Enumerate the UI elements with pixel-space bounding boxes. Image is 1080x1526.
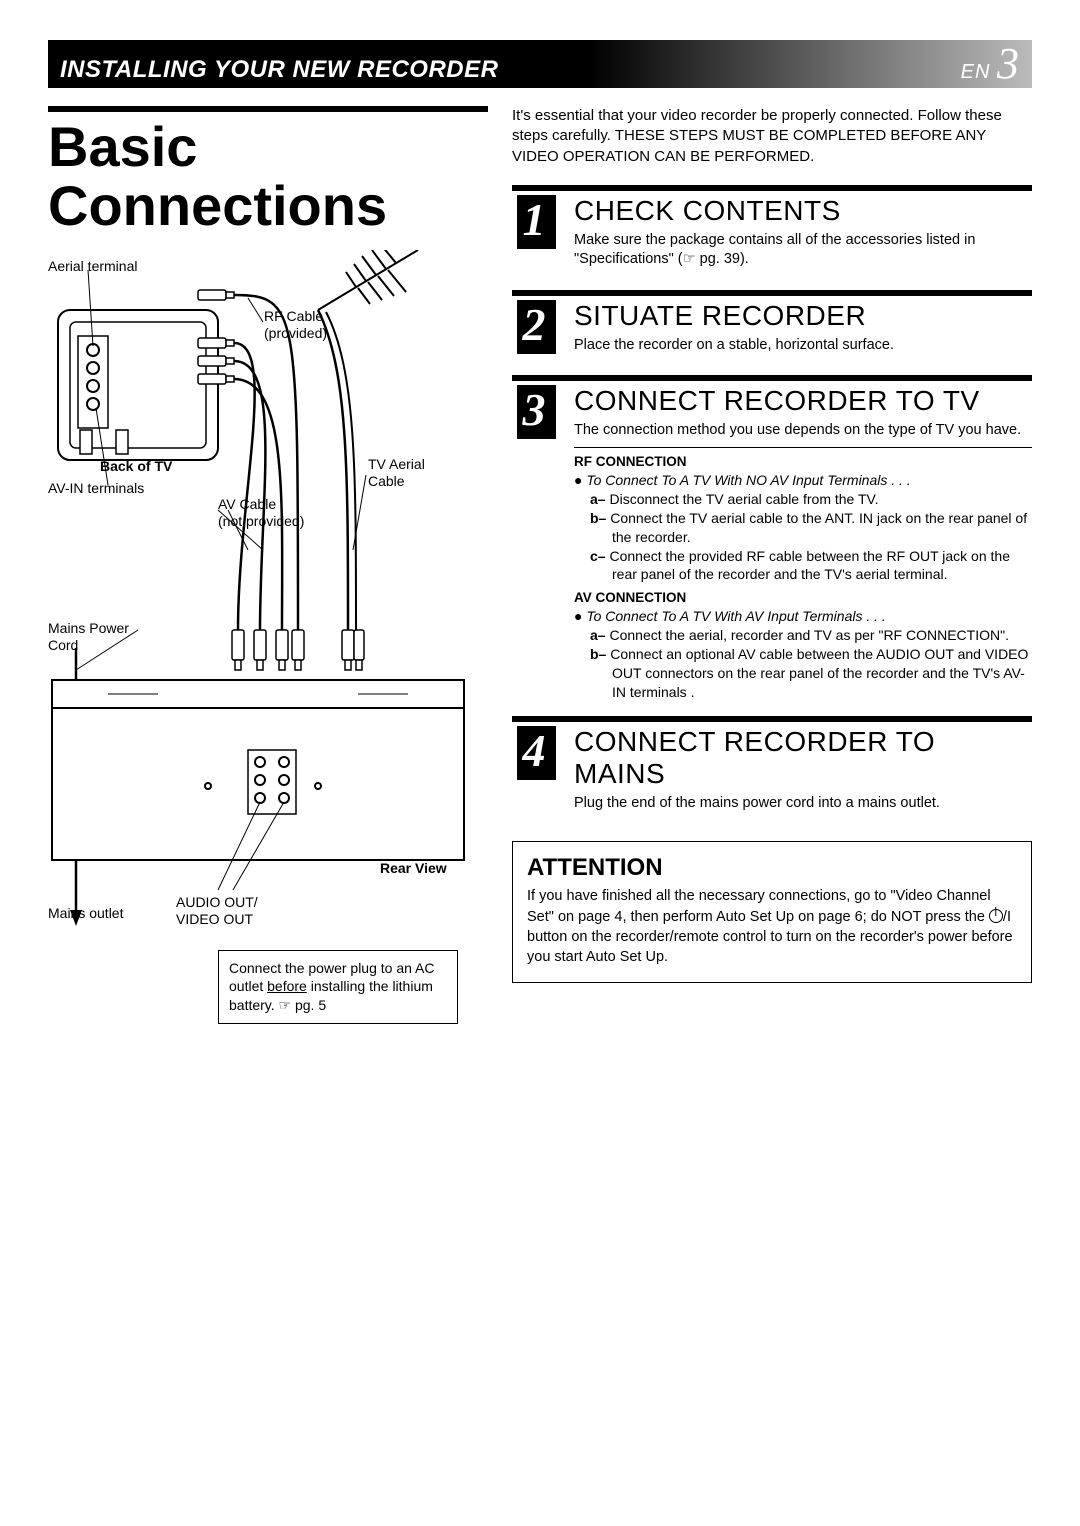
header-page: EN 3	[961, 46, 1020, 84]
connection-diagram	[48, 250, 468, 950]
power-icon	[989, 909, 1003, 923]
conn-lead: ● To Connect To A TV With AV Input Termi…	[574, 607, 1032, 626]
arrow-down-icon	[70, 910, 82, 926]
left-column: Basic Connections Aerial terminal RF Cab…	[48, 106, 488, 1080]
content-columns: Basic Connections Aerial terminal RF Cab…	[48, 106, 1032, 1080]
conn-item: a– Disconnect the TV aerial cable from t…	[574, 490, 1032, 509]
step-1: 1 CHECK CONTENTS Make sure the package c…	[512, 195, 1032, 276]
step-4: 4 CONNECT RECORDER TO MAINS Plug the end…	[512, 726, 1032, 820]
conn-item: c– Connect the provided RF cable between…	[574, 547, 1032, 585]
av-connection-list: ● To Connect To A TV With AV Input Termi…	[574, 607, 1032, 701]
step-title: CONNECT RECORDER TO MAINS	[574, 726, 1032, 790]
step-number: 4	[512, 726, 560, 820]
step-number: 3	[512, 385, 560, 701]
conn-lead: ● To Connect To A TV With NO AV Input Te…	[574, 471, 1032, 490]
step-desc: Plug the end of the mains power cord int…	[574, 794, 1032, 814]
header-pagenum: 3	[997, 39, 1020, 88]
step-number: 1	[512, 195, 560, 276]
power-plug-note: Connect the power plug to an AC outlet b…	[218, 950, 458, 1025]
step-title: SITUATE RECORDER	[574, 300, 1032, 332]
diagram-area: Aerial terminal RF Cable (provided) Back…	[48, 250, 468, 1080]
rf-connection-list: ● To Connect To A TV With NO AV Input Te…	[574, 471, 1032, 584]
step-number: 2	[512, 300, 560, 362]
attention-title: ATTENTION	[527, 854, 1017, 882]
conn-item: b– Connect an optional AV cable between …	[574, 645, 1032, 702]
rule	[574, 447, 1032, 448]
av-connection-title: AV CONNECTION	[574, 590, 1032, 605]
rule-thick	[48, 106, 488, 112]
step-title: CONNECT RECORDER TO TV	[574, 385, 1032, 417]
attention-text: If you have finished all the necessary c…	[527, 886, 1017, 967]
header-title: INSTALLING YOUR NEW RECORDER	[60, 56, 498, 84]
step-desc: The connection method you use depends on…	[574, 421, 1032, 441]
note-text: Connect the power plug to an AC outlet b…	[229, 960, 434, 1014]
conn-item: a– Connect the aerial, recorder and TV a…	[574, 626, 1032, 645]
step-desc: Place the recorder on a stable, horizont…	[574, 336, 1032, 356]
header-bar: INSTALLING YOUR NEW RECORDER EN 3	[48, 40, 1032, 88]
rule	[512, 185, 1032, 191]
step-3: 3 CONNECT RECORDER TO TV The connection …	[512, 385, 1032, 701]
rule	[512, 375, 1032, 381]
step-2: 2 SITUATE RECORDER Place the recorder on…	[512, 300, 1032, 362]
conn-item: b– Connect the TV aerial cable to the AN…	[574, 509, 1032, 547]
rule	[512, 290, 1032, 296]
main-title: Basic Connections	[48, 118, 488, 236]
intro-text: It's essential that your video recorder …	[512, 106, 1032, 167]
rule	[512, 716, 1032, 722]
right-column: It's essential that your video recorder …	[512, 106, 1032, 1080]
attention-box: ATTENTION If you have finished all the n…	[512, 841, 1032, 982]
rf-connection-title: RF CONNECTION	[574, 454, 1032, 469]
step-title: CHECK CONTENTS	[574, 195, 1032, 227]
step-desc: Make sure the package contains all of th…	[574, 231, 1032, 270]
header-lang: EN	[961, 61, 991, 83]
